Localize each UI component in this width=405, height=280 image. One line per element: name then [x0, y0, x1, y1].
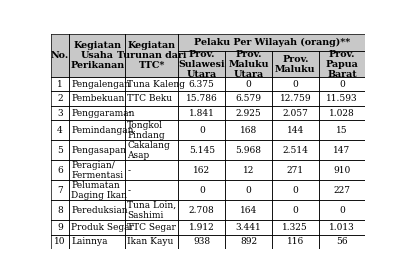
Text: 1.325: 1.325 — [282, 223, 307, 232]
Bar — [69, 34, 125, 77]
Text: 271: 271 — [286, 166, 303, 175]
Text: 9: 9 — [57, 223, 63, 232]
Text: Tuna Loin,
Sashimi: Tuna Loin, Sashimi — [127, 201, 176, 220]
Text: 12: 12 — [242, 166, 254, 175]
Text: 168: 168 — [239, 126, 256, 135]
Text: 5.968: 5.968 — [235, 146, 261, 155]
Text: 116: 116 — [286, 237, 303, 246]
Bar — [51, 34, 69, 77]
Text: 0: 0 — [338, 206, 344, 215]
Text: 5.145: 5.145 — [188, 146, 214, 155]
Text: 4: 4 — [57, 126, 63, 135]
Text: -: - — [127, 109, 130, 118]
Text: 1.013: 1.013 — [328, 223, 354, 232]
Text: 0: 0 — [198, 186, 204, 195]
Text: Prov.
Sulawesi
Utara: Prov. Sulawesi Utara — [178, 50, 224, 79]
Text: Produk Segar: Produk Segar — [71, 223, 134, 232]
Text: 10: 10 — [54, 237, 66, 246]
Text: No.: No. — [51, 51, 69, 60]
Text: Pelaku Per Wilayah (orang)**: Pelaku Per Wilayah (orang)** — [193, 38, 349, 47]
Text: 892: 892 — [239, 237, 256, 246]
Text: 6: 6 — [57, 166, 63, 175]
Text: 2: 2 — [57, 94, 62, 103]
Text: Pengalengan: Pengalengan — [71, 80, 130, 89]
Text: 938: 938 — [193, 237, 210, 246]
Text: 2.708: 2.708 — [188, 206, 214, 215]
Text: Ikan Kayu: Ikan Kayu — [127, 237, 173, 246]
Text: 147: 147 — [333, 146, 350, 155]
Text: Tongkol
Pindang: Tongkol Pindang — [127, 121, 164, 140]
Text: 1.028: 1.028 — [328, 109, 354, 118]
Text: Tuna Kaleng: Tuna Kaleng — [127, 80, 185, 89]
Text: Kegiatan
Turunan dari
TTC*: Kegiatan Turunan dari TTC* — [117, 41, 186, 70]
Text: Pelumatan
Daging Ikan: Pelumatan Daging Ikan — [71, 181, 127, 200]
Text: TTC Segar: TTC Segar — [127, 223, 176, 232]
Text: 1.841: 1.841 — [188, 109, 214, 118]
Text: 3.441: 3.441 — [235, 223, 261, 232]
Text: -: - — [127, 186, 130, 195]
Text: TTC Beku: TTC Beku — [127, 94, 172, 103]
Text: 0: 0 — [338, 80, 344, 89]
Text: Kegiatan
Usaha
Perikanan: Kegiatan Usaha Perikanan — [70, 41, 124, 70]
Text: 2.514: 2.514 — [281, 146, 307, 155]
Text: 164: 164 — [239, 206, 256, 215]
Text: 1: 1 — [57, 80, 63, 89]
Text: Penggaraman: Penggaraman — [71, 109, 134, 118]
Text: Prov.
Maluku
Utara: Prov. Maluku Utara — [228, 50, 268, 79]
Text: Pereduksian: Pereduksian — [71, 206, 127, 215]
Bar — [271, 52, 318, 77]
Text: Cakalang
Asap: Cakalang Asap — [127, 141, 170, 160]
Text: 15.786: 15.786 — [185, 94, 217, 103]
Text: 0: 0 — [292, 80, 297, 89]
Text: 0: 0 — [292, 186, 297, 195]
Text: 2.925: 2.925 — [235, 109, 261, 118]
Text: 1.912: 1.912 — [188, 223, 214, 232]
Text: 0: 0 — [245, 186, 251, 195]
Text: Lainnya: Lainnya — [71, 237, 107, 246]
Text: 6.375: 6.375 — [188, 80, 214, 89]
Bar — [225, 52, 271, 77]
Text: 910: 910 — [333, 166, 350, 175]
Text: 11.593: 11.593 — [325, 94, 357, 103]
Bar — [178, 52, 225, 77]
Bar — [125, 34, 178, 77]
Text: Peragian/
Fermentasi: Peragian/ Fermentasi — [71, 161, 123, 180]
Text: 6.579: 6.579 — [235, 94, 261, 103]
Text: Pengasapan: Pengasapan — [71, 146, 126, 155]
Text: 227: 227 — [333, 186, 350, 195]
Text: 56: 56 — [335, 237, 347, 246]
Text: 15: 15 — [335, 126, 347, 135]
Text: 7: 7 — [57, 186, 63, 195]
Text: 8: 8 — [57, 206, 63, 215]
Text: -: - — [127, 166, 130, 175]
Text: 5: 5 — [57, 146, 63, 155]
Bar — [318, 52, 364, 77]
Bar — [178, 34, 364, 52]
Text: Pemindangan: Pemindangan — [71, 126, 133, 135]
Text: 162: 162 — [193, 166, 210, 175]
Text: 3: 3 — [57, 109, 62, 118]
Text: 144: 144 — [286, 126, 303, 135]
Text: 0: 0 — [245, 80, 251, 89]
Text: Prov.
Papua
Barat: Prov. Papua Barat — [325, 50, 358, 79]
Text: 12.759: 12.759 — [279, 94, 310, 103]
Text: Pembekuan: Pembekuan — [71, 94, 124, 103]
Text: 0: 0 — [198, 126, 204, 135]
Text: 2.057: 2.057 — [281, 109, 307, 118]
Text: Prov.
Maluku: Prov. Maluku — [274, 55, 315, 74]
Text: 0: 0 — [292, 206, 297, 215]
